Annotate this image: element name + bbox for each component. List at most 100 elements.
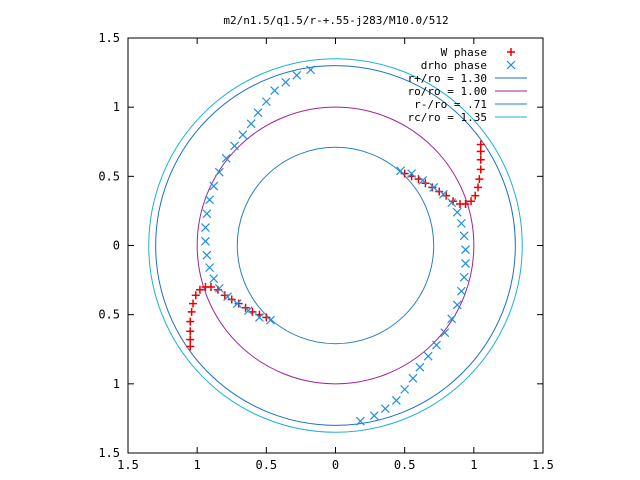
drho-phase-point-b	[243, 306, 253, 315]
drho-phase-point	[202, 250, 212, 260]
drho-phase-point	[253, 108, 263, 118]
y-tick-label: 0.5	[98, 169, 120, 183]
drho-phase-point	[266, 315, 275, 325]
w-phase-point	[473, 183, 482, 192]
drho-phase-point-b	[415, 362, 425, 372]
drho-phase-point	[355, 416, 365, 426]
w-phase-point	[187, 307, 196, 316]
w-phase-point	[475, 175, 484, 184]
drho-phase-point	[452, 207, 462, 217]
w-phase-point	[189, 299, 198, 308]
drho-phase-point	[209, 274, 219, 284]
drho-phase-point-b	[456, 286, 466, 296]
reference-circle	[148, 58, 523, 433]
drho-phase-point	[400, 384, 410, 394]
w-phase-point	[442, 191, 451, 200]
drho-phase-point-b	[407, 169, 417, 178]
w-phase-point	[220, 291, 229, 300]
w-phase-point	[186, 327, 195, 336]
drho-phase-point-b	[201, 223, 210, 232]
drho-phase-point	[205, 263, 215, 273]
drho-phase-point-b	[423, 351, 433, 361]
drho-phase-point	[461, 259, 470, 268]
drho-phase-point-b	[253, 108, 263, 118]
drho-phase-point	[306, 65, 316, 75]
w-phase-point	[428, 183, 437, 192]
legend-label: rc/ro = 1.35	[408, 111, 487, 124]
drho-phase-point-b	[400, 384, 410, 394]
w-phase-point	[476, 147, 485, 156]
drho-phase-point	[440, 328, 450, 338]
drho-phase-point	[447, 314, 457, 324]
drho-phase-point-b	[396, 166, 405, 176]
drho-phase-point	[461, 245, 470, 255]
w-phase-point	[476, 165, 485, 174]
drho-phase-point-b	[391, 396, 401, 405]
drho-phase-point-b	[223, 292, 233, 302]
axis-ticks: 1.5 1 0.5 0 0.5 1 1.51.510.500.511.5	[98, 31, 554, 472]
legend-label: r-/ro = .71	[414, 98, 487, 111]
x-tick-label: 1.5	[532, 458, 554, 472]
drho-phase-point-b	[202, 250, 212, 260]
reference-circle	[155, 65, 516, 426]
drho-phase-point	[396, 166, 405, 176]
drho-phase-point	[456, 218, 466, 228]
y-tick-label: 1.5	[98, 446, 120, 460]
w-phase-point	[191, 291, 200, 300]
drho-phase-point-b	[306, 65, 316, 75]
drho-phase-point-b	[440, 328, 450, 338]
drho-phase-point-b	[205, 195, 215, 205]
drho-phase-point-b	[369, 411, 379, 421]
drho-phase-point	[415, 362, 425, 372]
w-phase-point	[227, 295, 236, 304]
drho-phase-point-b	[281, 77, 291, 87]
drho-phase-point-b	[261, 97, 271, 107]
drho-phase-point-b	[201, 236, 210, 246]
drho-phase-point-b	[461, 259, 470, 268]
w-phase-point	[476, 155, 485, 164]
drho-phase-point-b	[209, 274, 219, 284]
drho-phase-point	[246, 119, 256, 129]
drho-phase-point-b	[232, 299, 242, 309]
drho-phase-point	[201, 236, 210, 246]
w-phase-point	[186, 342, 195, 351]
y-tick-label: 0	[113, 239, 120, 253]
drho-phase-point	[261, 97, 271, 107]
drho-phase-point	[459, 231, 469, 241]
drho-phase-point	[214, 283, 224, 293]
drho-phase-point	[281, 77, 291, 87]
drho-phase-point-b	[254, 313, 264, 322]
drho-phase-point-b	[438, 189, 448, 199]
drho-phase-point	[438, 189, 448, 199]
drho-phase-point	[223, 292, 233, 302]
legend-marker	[506, 60, 516, 70]
drho-phase-point-b	[452, 300, 462, 310]
w-phase-point	[476, 140, 485, 149]
reference-circles	[148, 58, 523, 433]
drho-phase-point	[230, 141, 239, 151]
drho-phase-point	[429, 182, 439, 192]
drho-phase-point	[456, 286, 466, 296]
drho-phase-point	[391, 396, 401, 405]
drho-phase-point	[270, 86, 280, 95]
drho-phase-point	[380, 404, 390, 414]
drho-phase-point	[418, 176, 428, 185]
legend-label: r+/ro = 1.30	[408, 72, 487, 85]
reference-circle	[236, 146, 435, 345]
drho-phase-point-b	[355, 416, 365, 426]
drho-phase-point	[238, 130, 248, 140]
drho-phase-point-b	[230, 141, 239, 151]
drho-phase-point-b	[447, 198, 457, 208]
w-phase-point	[461, 200, 470, 208]
x-tick-label: 0.5	[394, 458, 416, 472]
reference-circle	[196, 106, 475, 385]
drho-phase-point	[292, 70, 302, 80]
drho-phase-point	[459, 272, 469, 282]
legend-label: ro/ro = 1.00	[408, 85, 487, 98]
x-tick-label: 1	[470, 458, 477, 472]
drho-phase-point-b	[459, 231, 469, 241]
drho-phase-point-b	[408, 373, 418, 383]
w-phase-point	[186, 335, 195, 344]
legend-label: drho phase	[421, 59, 487, 72]
